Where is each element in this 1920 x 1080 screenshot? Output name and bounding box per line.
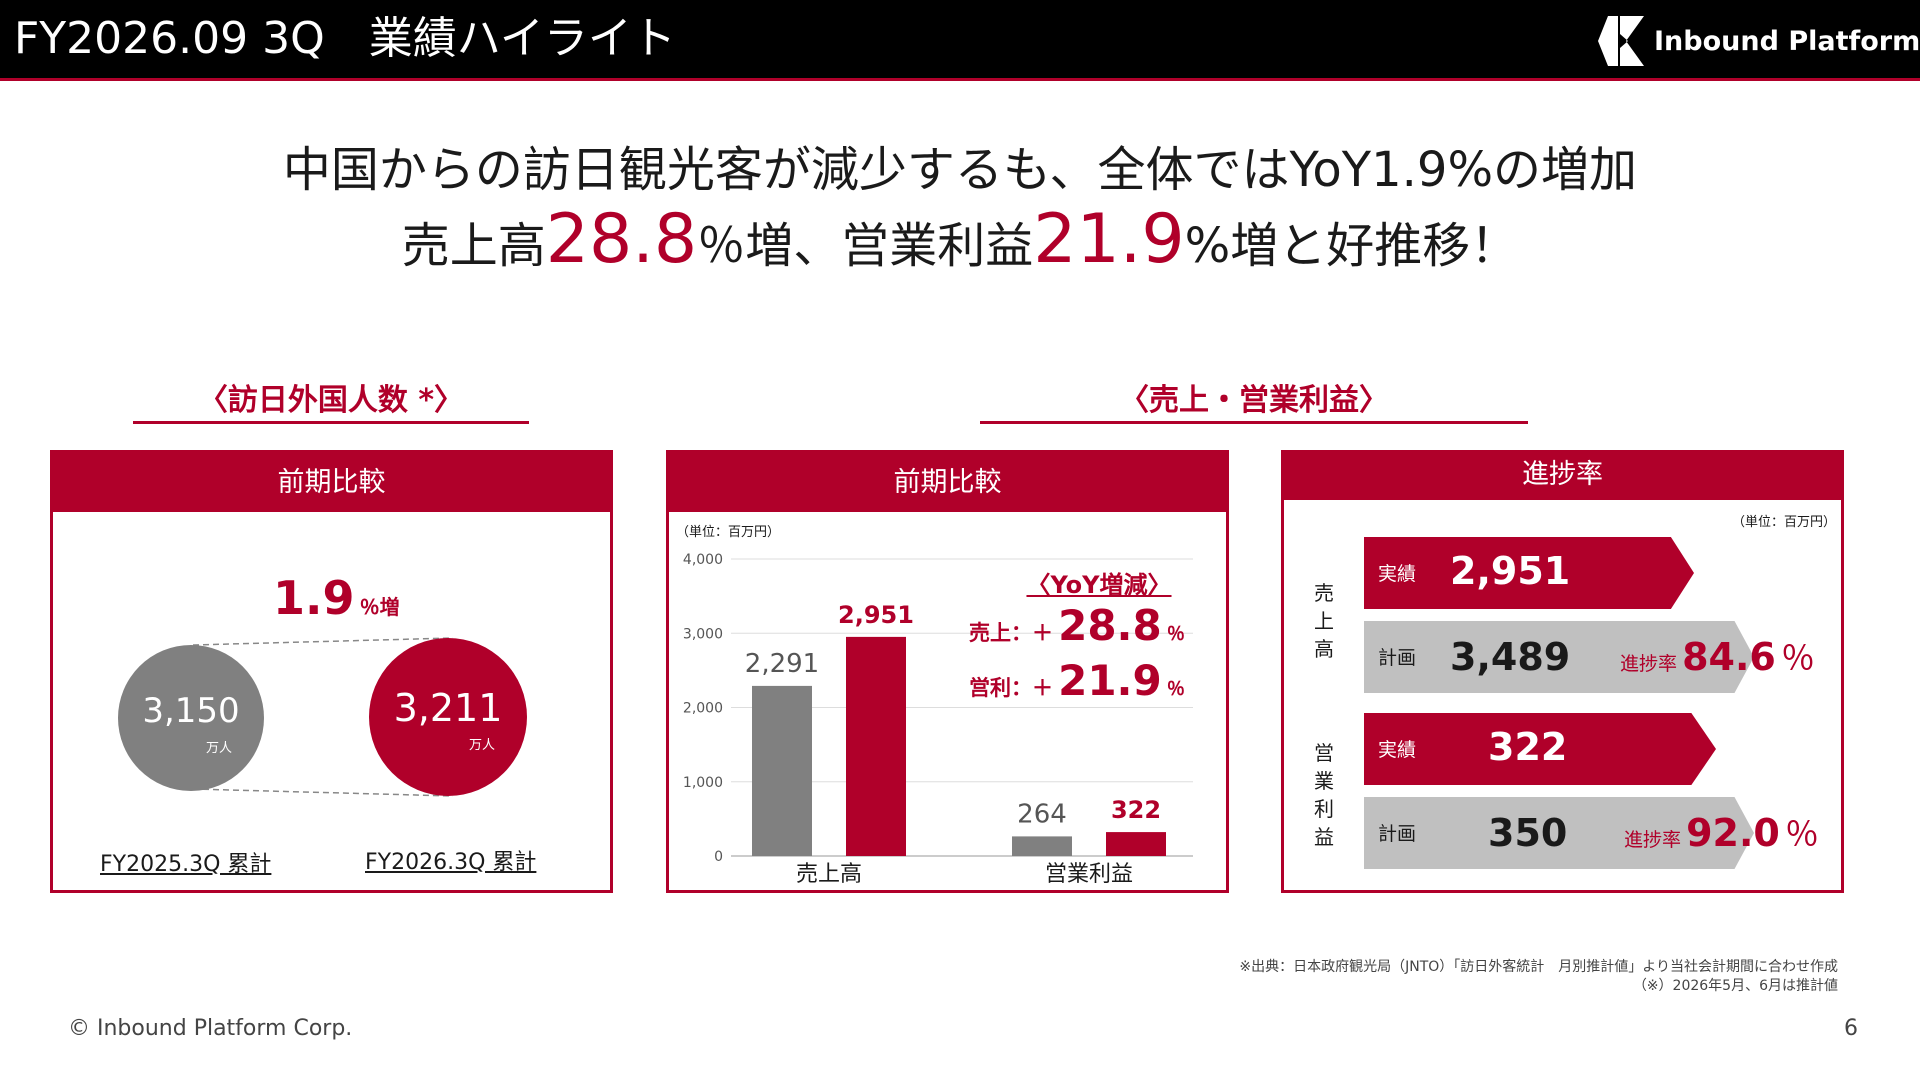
group-label-char: 高 — [1314, 637, 1334, 661]
group-label-char: 上 — [1314, 609, 1334, 633]
visitors-panel: 前期比較 1.9 ％増 3,150 万人 3,211 万人 FY2025.3Q … — [50, 450, 613, 893]
footnote-estimate: （※）2026年5月、6月は推計値 — [1632, 978, 1838, 994]
y-tick-label: 0 — [714, 849, 723, 865]
group-label-char: 業 — [1314, 769, 1334, 793]
curr-visitors-unit: 万人 — [469, 738, 496, 753]
bar-curr — [846, 636, 906, 856]
visitors-section-title: 〈訪日外国人数 *〉 — [197, 383, 465, 418]
data-label: 2,291 — [745, 649, 819, 679]
yoy-profit-unit: ％ — [1166, 679, 1185, 700]
sales-panel-title: 前期比較 — [669, 453, 1226, 512]
prev-visitors-circle: 3,150 万人 — [118, 645, 264, 791]
sales-actual-value: 2,951 — [1450, 549, 1571, 593]
bar-prev — [752, 685, 812, 856]
data-label: 2,951 — [838, 601, 914, 629]
prev-visitors-value: 3,150 — [142, 691, 240, 731]
sales-actual-arrow: 実績 2,951 — [1364, 537, 1694, 609]
sales-group-label: 売 上 高 — [1312, 579, 1336, 663]
prev-period-label: FY2025.3Q 累計 — [100, 852, 272, 877]
connector-lines — [192, 637, 454, 797]
profit-progress-rate: 進捗率 92.0 ％ — [1624, 807, 1819, 856]
data-label: 322 — [1111, 796, 1161, 824]
visitors-panel-title: 前期比較 — [53, 453, 610, 512]
curr-period-label: FY2026.3Q 累計 — [365, 850, 537, 875]
logo-mark-icon — [1598, 16, 1644, 66]
group-label-char: 利 — [1314, 797, 1334, 821]
progress-panel: 進捗率 （単位：百万円） 売 上 高 実績 2,951 計画 3,489 進捗率… — [1281, 450, 1844, 893]
sales-rate-value: 84.6 — [1682, 635, 1776, 679]
headline-line-2: 売上高28.8％増、営業利益21.9%増と好推移！ — [0, 200, 1920, 279]
sales-panel: 前期比較 （単位：百万円） 4,000 3,000 2,000 1,000 0 2,291… — [666, 450, 1229, 893]
visitors-growth-unit: ％増 — [359, 595, 400, 619]
group-label-char: 売 — [1314, 581, 1334, 605]
bar-curr — [1106, 832, 1166, 856]
yoy-title: 〈YoY増減〉 — [1026, 571, 1172, 599]
y-tick-label: 4,000 — [683, 552, 723, 568]
y-tick-label: 2,000 — [683, 701, 723, 717]
headline-text: ％増、営業利益 — [697, 218, 1034, 274]
page-number: 6 — [1844, 1016, 1858, 1041]
yoy-profit-label: 営利：＋ — [969, 676, 1053, 700]
sales-section-title: 〈売上・営業利益〉 — [1119, 383, 1389, 418]
prev-visitors-unit: 万人 — [206, 741, 233, 756]
sales-plan-arrow: 計画 3,489 — [1364, 621, 1754, 693]
profit-rate-value: 92.0 — [1686, 811, 1780, 855]
category-label: 売上高 — [796, 862, 862, 887]
company-logo: Inbound Platform — [1598, 16, 1920, 66]
header-rule — [0, 78, 1920, 81]
yoy-sales-row: 売上：＋ 28.8 ％ — [969, 601, 1185, 650]
profit-group-label: 営 業 利 益 — [1312, 739, 1336, 851]
y-tick-label: 1,000 — [683, 775, 723, 791]
profit-plan-label: 計画 — [1378, 823, 1417, 845]
visitors-growth: 1.9 ％増 — [273, 571, 400, 625]
profit-actual-value: 322 — [1488, 725, 1568, 769]
progress-unit-note: （単位：百万円） — [1731, 515, 1836, 530]
profit-actual-arrow: 実績 322 — [1364, 713, 1716, 785]
sales-bar-chart: 4,000 3,000 2,000 1,000 0 2,291 2,951 売上高 264 322… — [683, 552, 1193, 887]
profit-rate-label: 進捗率 — [1624, 829, 1682, 851]
profit-plan-value: 350 — [1488, 811, 1568, 855]
headline-line-1: 中国からの訪日観光客が減少するも、全体ではYoY1.9%の増加 — [282, 142, 1638, 198]
y-tick-label: 3,000 — [683, 626, 723, 642]
yoy-profit-row: 営利：＋ 21.9 ％ — [969, 656, 1185, 705]
yoy-sales-unit: ％ — [1166, 624, 1185, 645]
profit-plan-arrow: 計画 350 — [1364, 797, 1754, 869]
slide-title: FY2026.09 3Q 業績ハイライト — [14, 13, 676, 64]
sales-rate-label: 進捗率 — [1620, 653, 1678, 675]
footnote-source: ※出典：日本政府観光局（JNTO）「訪日外客統計 月別推計値」より当社会計期間に… — [1239, 959, 1838, 975]
progress-panel-title: 進捗率 — [1284, 453, 1841, 500]
group-label-char: 営 — [1314, 741, 1334, 765]
chart-unit-note: （単位：百万円） — [676, 525, 781, 540]
visitors-growth-value: 1.9 — [273, 571, 355, 625]
profit-actual-label: 実績 — [1378, 739, 1417, 761]
footnotes: ※出典：日本政府観光局（JNTO）「訪日外客統計 月別推計値」より当社会計期間に… — [1239, 958, 1838, 996]
curr-visitors-circle: 3,211 万人 — [369, 638, 527, 796]
profit-rate-unit: ％ — [1784, 815, 1819, 855]
headline-text: 売上高 — [401, 218, 546, 274]
category-label: 営業利益 — [1045, 862, 1133, 887]
sales-plan-label: 計画 — [1378, 647, 1417, 669]
bar-prev — [1012, 836, 1072, 856]
yoy-sales-label: 売上：＋ — [969, 621, 1053, 645]
sales-section-rule — [980, 421, 1528, 424]
sales-plan-value: 3,489 — [1450, 635, 1571, 679]
sales-progress-rate: 進捗率 84.6 ％ — [1620, 631, 1815, 680]
yoy-profit-value: 21.9 — [1058, 656, 1162, 705]
sales-actual-label: 実績 — [1378, 563, 1417, 585]
visitors-section-rule — [133, 421, 529, 424]
copyright: © Inbound Platform Corp. — [68, 1016, 353, 1041]
headline-text: %増と好推移！ — [1184, 218, 1519, 274]
sales-growth-number: 28.8 — [545, 200, 698, 279]
curr-visitors-value: 3,211 — [393, 686, 503, 730]
data-label: 264 — [1017, 799, 1067, 829]
group-label-char: 益 — [1314, 825, 1334, 849]
sales-rate-unit: ％ — [1780, 639, 1815, 679]
yoy-box: 〈YoY増減〉 — [999, 565, 1199, 600]
logo-text: Inbound Platform — [1654, 25, 1920, 57]
profit-growth-number: 21.9 — [1033, 200, 1185, 279]
yoy-sales-value: 28.8 — [1058, 601, 1162, 650]
